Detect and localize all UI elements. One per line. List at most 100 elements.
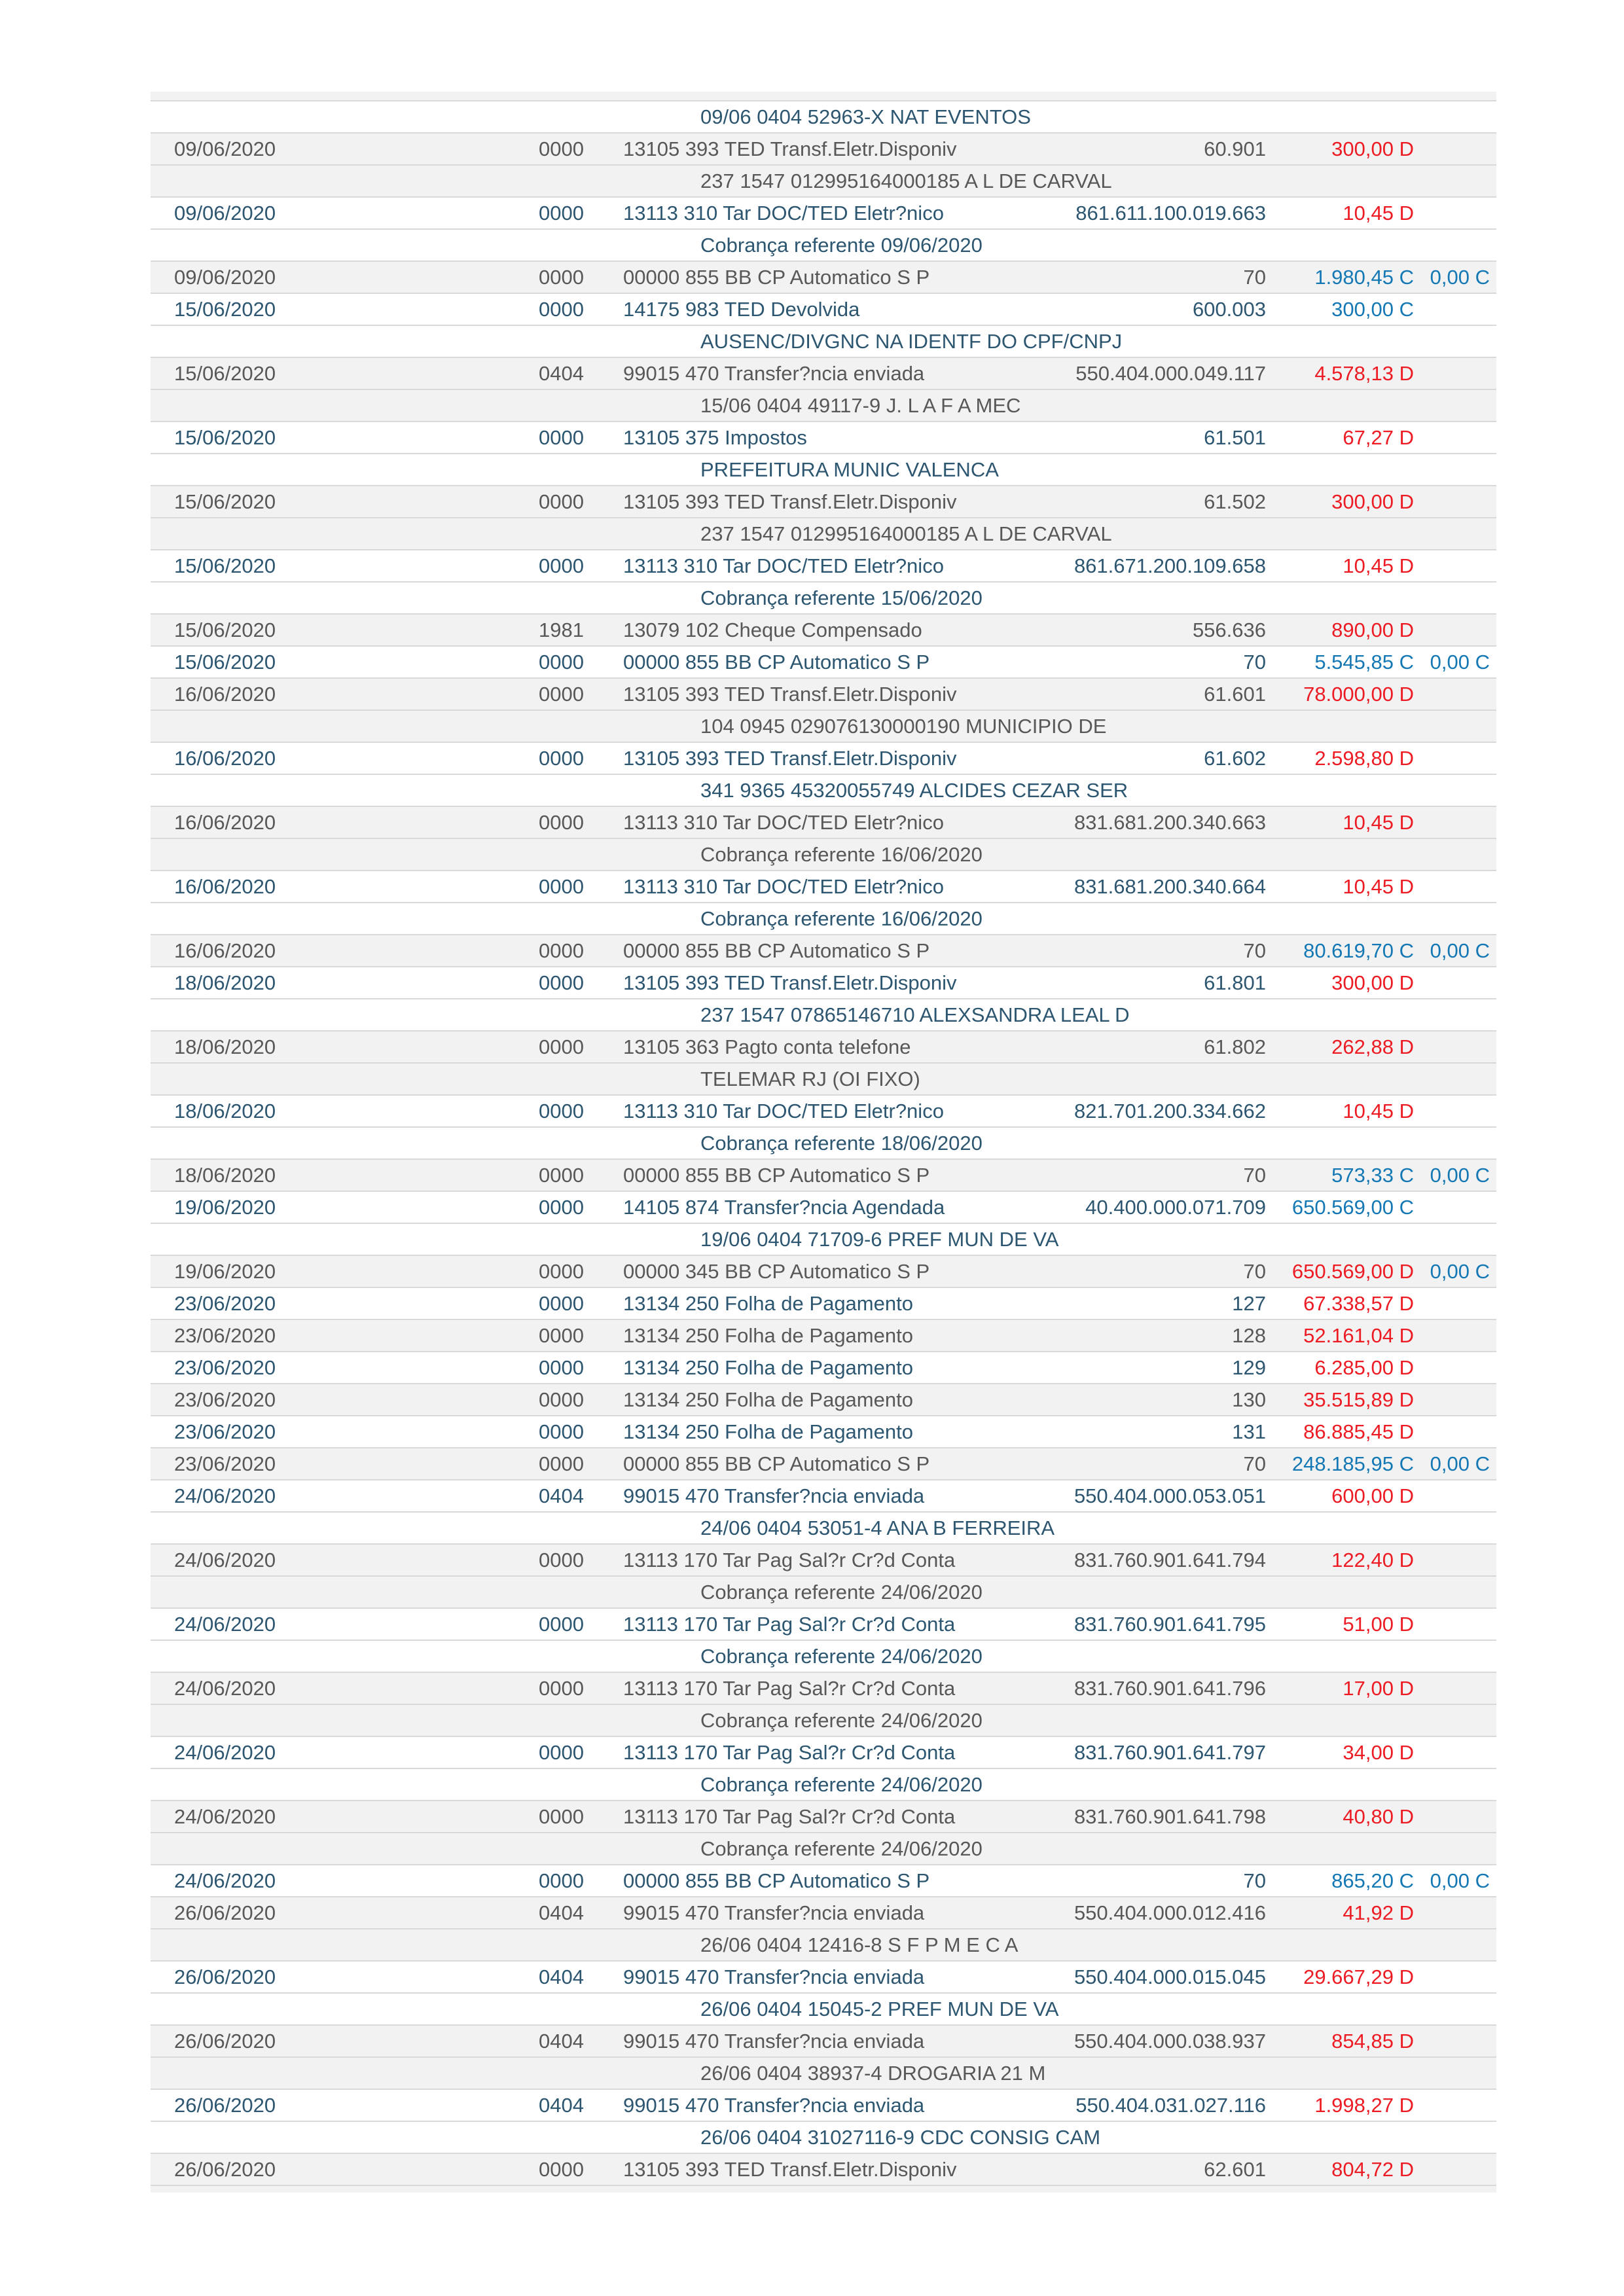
transaction-row: 15/06/2020 0000 13105 375 Impostos 61.501 67…: [151, 422, 1496, 454]
transaction-history: 99015 470 Transfer?ncia enviada: [623, 2030, 925, 2053]
transaction-row: 26/06/2020 0404 99015 470 Transfer?ncia en…: [151, 2026, 1496, 2058]
transaction-date: 26/06/2020: [174, 2094, 276, 2117]
transaction-description: Cobrança referente 09/06/2020: [700, 234, 983, 257]
transaction-date: 15/06/2020: [174, 619, 276, 641]
transaction-value: 35.515,89 D: [1303, 1388, 1414, 1411]
transaction-document-number: 60.901: [1204, 137, 1266, 160]
transaction-document-number: 70: [1243, 939, 1266, 962]
transaction-value: 78.000,00 D: [1303, 683, 1414, 706]
transaction-value: 10,45 D: [1343, 1100, 1414, 1122]
transaction-date: 15/06/2020: [174, 651, 276, 673]
transaction-document-number: 70: [1243, 1869, 1266, 1892]
transaction-document-number: 831.760.901.641.796: [1074, 1677, 1266, 1700]
transaction-agency: 0000: [539, 875, 584, 898]
transaction-row: 24/06/2020 0000 13113 170 Tar Pag Sal?r Cr…: [151, 1545, 1496, 1577]
transaction-date: 18/06/2020: [174, 1164, 276, 1187]
transaction-balance: 0,00 C: [1430, 1869, 1490, 1892]
transaction-agency: 0000: [539, 426, 584, 449]
transaction-date: 23/06/2020: [174, 1356, 276, 1379]
transaction-agency: 0000: [539, 1677, 584, 1700]
transaction-row: 24/06/2020 0000 13113 170 Tar Pag Sal?r Cr…: [151, 1801, 1496, 1833]
transaction-description: Cobrança referente 15/06/2020: [700, 586, 983, 609]
transaction-agency: 0000: [539, 747, 584, 770]
transaction-row: 16/06/2020 0000 13105 393 TED Transf.Eletr…: [151, 743, 1496, 775]
transaction-description-row: 237 1547 07865146710 ALEXSANDRA LEAL D: [151, 999, 1496, 1031]
transaction-description-row: 104 0945 029076130000190 MUNICIPIO DE: [151, 711, 1496, 743]
transaction-history: 14175 983 TED Devolvida: [623, 298, 860, 321]
transaction-row: 09/06/2020 0000 00000 855 BB CP Automatico…: [151, 262, 1496, 294]
transaction-document-number: 831.760.901.641.794: [1074, 1549, 1266, 1571]
transaction-description-row: 19/06 0404 71709-6 PREF MUN DE VA: [151, 1224, 1496, 1256]
transaction-history: 13113 310 Tar DOC/TED Eletr?nico: [623, 875, 944, 898]
transaction-agency: 0000: [539, 939, 584, 962]
transaction-value: 52.161,04 D: [1303, 1324, 1414, 1347]
transaction-value: 40,80 D: [1343, 1805, 1414, 1828]
transaction-history: 13134 250 Folha de Pagamento: [623, 1356, 913, 1379]
transaction-history: 13105 393 TED Transf.Eletr.Disponiv: [623, 971, 957, 994]
transaction-row: 15/06/2020 0000 00000 855 BB CP Automatico…: [151, 647, 1496, 679]
transaction-description: Cobrança referente 24/06/2020: [700, 1773, 983, 1796]
transaction-row: 18/06/2020 0000 13105 393 TED Transf.Eletr…: [151, 967, 1496, 999]
transaction-document-number: 130: [1232, 1388, 1266, 1411]
transaction-agency: 0000: [539, 971, 584, 994]
transaction-value: 600,00 D: [1331, 1484, 1414, 1507]
transaction-date: 24/06/2020: [174, 1613, 276, 1636]
transaction-description: 09/06 0404 52963-X NAT EVENTOS: [700, 105, 1031, 128]
transaction-history: 13134 250 Folha de Pagamento: [623, 1292, 913, 1315]
transaction-history: 13079 102 Cheque Compensado: [623, 619, 922, 641]
transaction-description: 24/06 0404 53051-4 ANA B FERREIRA: [700, 1516, 1055, 1539]
transaction-agency: 0000: [539, 1356, 584, 1379]
transaction-agency: 0000: [539, 651, 584, 673]
transaction-value: 5.545,85 C: [1314, 651, 1414, 673]
transaction-history: 13105 393 TED Transf.Eletr.Disponiv: [623, 490, 957, 513]
transaction-value: 10,45 D: [1343, 554, 1414, 577]
transaction-description: 26/06 0404 15045-2 PREF MUN DE VA: [700, 1998, 1059, 2020]
transaction-value: 1.980,45 C: [1314, 266, 1414, 289]
transaction-row: 26/06/2020 0000 13105 393 TED Transf.Eletr…: [151, 2154, 1496, 2186]
transaction-date: 26/06/2020: [174, 2030, 276, 2053]
transaction-document-number: 861.671.200.109.658: [1074, 554, 1266, 577]
transaction-history: 00000 855 BB CP Automatico S P: [623, 266, 930, 289]
transaction-value: 80.619,70 C: [1303, 939, 1414, 962]
transaction-description-row: 237 1547 012995164000185 A L DE CARVAL: [151, 166, 1496, 198]
transaction-history: 00000 855 BB CP Automatico S P: [623, 1452, 930, 1475]
transaction-description-row: Cobrança referente 16/06/2020: [151, 903, 1496, 935]
transaction-date: 16/06/2020: [174, 811, 276, 834]
transaction-agency: 0000: [539, 1388, 584, 1411]
transaction-date: 26/06/2020: [174, 2158, 276, 2181]
transaction-row: 23/06/2020 0000 13134 250 Folha de Pagamen…: [151, 1288, 1496, 1320]
transaction-balance: 0,00 C: [1430, 651, 1490, 673]
transaction-history: 13105 393 TED Transf.Eletr.Disponiv: [623, 2158, 957, 2181]
transaction-value: 4.578,13 D: [1314, 362, 1414, 385]
transaction-value: 1.998,27 D: [1314, 2094, 1414, 2117]
transaction-value: 300,00 D: [1331, 971, 1414, 994]
transaction-row: 15/06/2020 1981 13079 102 Cheque Compensad…: [151, 615, 1496, 647]
transaction-description-row: Cobrança referente 24/06/2020: [151, 1769, 1496, 1801]
transaction-date: 24/06/2020: [174, 1741, 276, 1764]
transaction-date: 16/06/2020: [174, 875, 276, 898]
transaction-row: 15/06/2020 0000 14175 983 TED Devolvida 600…: [151, 294, 1496, 326]
transaction-row: 24/06/2020 0000 13113 170 Tar Pag Sal?r Cr…: [151, 1737, 1496, 1769]
transaction-document-number: 831.681.200.340.663: [1074, 811, 1266, 834]
transaction-value: 10,45 D: [1343, 202, 1414, 224]
transaction-document-number: 70: [1243, 651, 1266, 673]
transaction-date: 16/06/2020: [174, 747, 276, 770]
transaction-history: 13113 170 Tar Pag Sal?r Cr?d Conta: [623, 1677, 956, 1700]
transaction-document-number: 61.502: [1204, 490, 1266, 513]
transaction-value: 300,00 C: [1331, 298, 1414, 321]
transaction-description: 26/06 0404 31027116-9 CDC CONSIG CAM: [700, 2126, 1101, 2149]
transaction-description: PREFEITURA MUNIC VALENCA: [700, 458, 999, 481]
transaction-description: Cobrança referente 18/06/2020: [700, 1132, 983, 1155]
transaction-value: 122,40 D: [1331, 1549, 1414, 1571]
transaction-value: 6.285,00 D: [1314, 1356, 1414, 1379]
transaction-description-row: 09/06 0404 52963-X NAT EVENTOS: [151, 101, 1496, 134]
transaction-agency: 0000: [539, 202, 584, 224]
transaction-date: 24/06/2020: [174, 1484, 276, 1507]
transaction-description-row: Cobrança referente 24/06/2020: [151, 1833, 1496, 1865]
transaction-value: 854,85 D: [1331, 2030, 1414, 2053]
transaction-history: 13113 170 Tar Pag Sal?r Cr?d Conta: [623, 1805, 956, 1828]
statement-table: 09/06 0404 52963-X NAT EVENTOS 09/06/2020…: [151, 92, 1496, 2193]
transaction-description: TELEMAR RJ (OI FIXO): [700, 1067, 920, 1090]
transaction-value: 86.885,45 D: [1303, 1420, 1414, 1443]
transaction-agency: 0000: [539, 554, 584, 577]
